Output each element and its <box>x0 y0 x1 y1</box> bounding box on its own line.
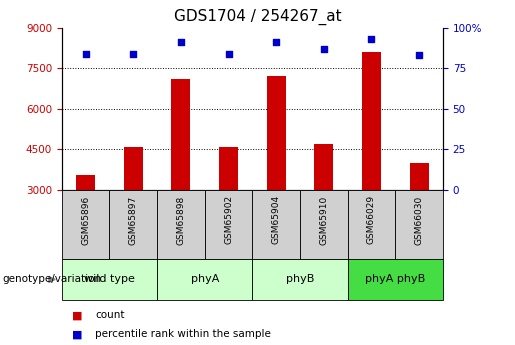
Point <box>129 51 138 56</box>
Point <box>177 39 185 45</box>
Text: wild type: wild type <box>84 275 135 284</box>
Point <box>415 52 423 58</box>
Text: ■: ■ <box>72 310 82 321</box>
Point <box>367 36 375 42</box>
Text: percentile rank within the sample: percentile rank within the sample <box>95 329 271 339</box>
Bar <box>409 163 428 190</box>
Bar <box>300 190 348 259</box>
Point <box>81 51 90 56</box>
Bar <box>157 190 204 259</box>
Bar <box>252 190 300 259</box>
Bar <box>395 190 443 259</box>
Bar <box>62 259 157 300</box>
Bar <box>252 259 348 300</box>
Text: GSM66029: GSM66029 <box>367 195 376 244</box>
Text: GSM65910: GSM65910 <box>319 195 328 245</box>
Bar <box>219 147 238 190</box>
Text: ■: ■ <box>72 329 82 339</box>
Bar <box>348 259 443 300</box>
Text: GSM65904: GSM65904 <box>272 195 281 244</box>
Bar <box>109 190 157 259</box>
Text: GSM65897: GSM65897 <box>129 195 138 245</box>
Point <box>225 51 233 56</box>
Text: phyB: phyB <box>286 275 314 284</box>
Point <box>320 46 328 51</box>
Text: GSM66030: GSM66030 <box>415 195 423 245</box>
Bar <box>314 144 333 190</box>
Bar <box>62 190 109 259</box>
Text: phyA: phyA <box>191 275 219 284</box>
Bar <box>204 190 252 259</box>
Bar <box>267 76 286 190</box>
Text: GSM65896: GSM65896 <box>81 195 90 245</box>
Text: GDS1704 / 254267_at: GDS1704 / 254267_at <box>174 9 341 25</box>
Bar <box>76 175 95 190</box>
Bar <box>348 190 395 259</box>
Text: genotype/variation: genotype/variation <box>3 275 101 284</box>
Bar <box>171 79 191 190</box>
Bar <box>157 259 252 300</box>
Text: phyA phyB: phyA phyB <box>365 275 425 284</box>
Bar <box>124 147 143 190</box>
Bar <box>362 52 381 190</box>
Text: GSM65898: GSM65898 <box>177 195 185 245</box>
Point <box>272 39 280 45</box>
Text: count: count <box>95 310 125 321</box>
Text: GSM65902: GSM65902 <box>224 195 233 244</box>
